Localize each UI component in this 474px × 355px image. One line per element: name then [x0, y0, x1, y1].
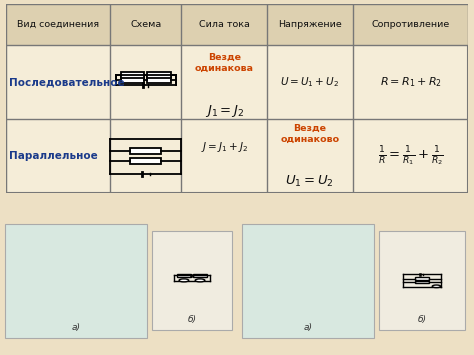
Text: Вид соединения: Вид соединения [17, 20, 99, 29]
Bar [130, 158, 161, 164]
Text: Последовательное: Последовательное [9, 77, 125, 87]
Bar [152, 231, 232, 330]
Text: б): б) [188, 316, 196, 324]
Text: $J_1 = J_2$: $J_1 = J_2$ [205, 103, 244, 119]
Text: $U_1 = U_2$: $U_1 = U_2$ [285, 174, 334, 189]
Bar [121, 77, 144, 83]
Bar [147, 77, 171, 83]
Circle shape [195, 279, 205, 282]
Text: Везде
одинакова: Везде одинакова [195, 53, 254, 73]
Text: Напряжение: Напряжение [278, 20, 342, 29]
Text: Сопротивление: Сопротивление [371, 20, 450, 29]
Bar [415, 277, 428, 280]
Text: $U = U_1 + U_2$: $U = U_1 + U_2$ [280, 76, 339, 89]
Text: Схема: Схема [130, 20, 161, 29]
Text: $\frac{1}{R} = \frac{1}{R_1} + \frac{1}{R_2}$: $\frac{1}{R} = \frac{1}{R_1} + \frac{1}{… [377, 144, 444, 168]
Text: Везде
одинаково: Везде одинаково [280, 124, 339, 144]
Text: б): б) [418, 316, 426, 324]
Text: $J = J_1 + J_2$: $J = J_1 + J_2$ [201, 140, 248, 154]
Text: а): а) [304, 323, 312, 332]
Bar [121, 72, 144, 78]
Bar [130, 148, 161, 153]
Bar [415, 281, 428, 284]
Bar [379, 231, 465, 330]
Text: Сила тока: Сила тока [199, 20, 250, 29]
Circle shape [179, 279, 189, 282]
Bar [5, 224, 147, 338]
Bar [147, 72, 171, 78]
Bar [177, 274, 191, 277]
Bar [6, 4, 468, 45]
Text: а): а) [72, 323, 80, 332]
Circle shape [432, 285, 441, 288]
Bar [242, 224, 374, 338]
Text: $R = R_1 + R_2$: $R = R_1 + R_2$ [380, 76, 441, 89]
Bar [193, 274, 207, 277]
Text: Параллельное: Параллельное [9, 152, 98, 162]
